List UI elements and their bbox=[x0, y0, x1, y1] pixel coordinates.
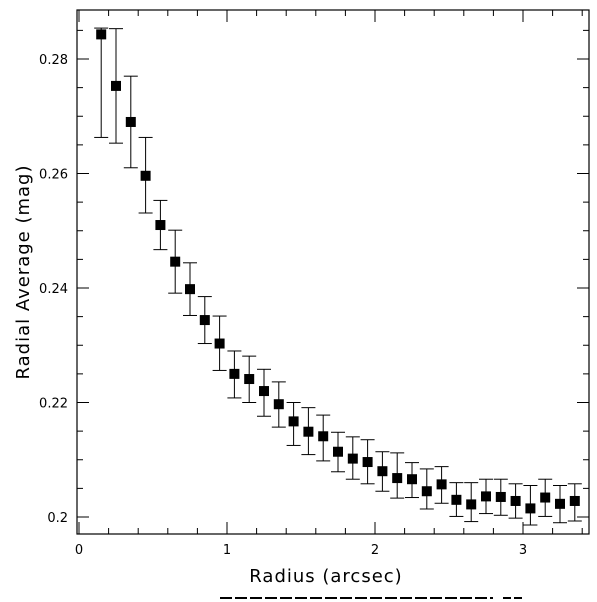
data-point bbox=[140, 170, 151, 181]
data-point bbox=[362, 457, 373, 468]
data-points bbox=[96, 29, 580, 514]
data-point bbox=[96, 29, 107, 40]
x-tick-label: 3 bbox=[519, 543, 527, 558]
x-tick-label: 1 bbox=[223, 543, 231, 558]
data-point bbox=[125, 116, 136, 127]
data-point bbox=[392, 473, 403, 484]
y-tick-label: 0.24 bbox=[39, 282, 68, 297]
data-point bbox=[333, 446, 343, 457]
data-point bbox=[451, 494, 462, 505]
data-point bbox=[303, 426, 314, 437]
x-tick-label: 0 bbox=[75, 543, 83, 558]
data-point bbox=[495, 491, 506, 502]
x-axis-label: Radius (arcsec) bbox=[249, 566, 402, 587]
x-tick-label: 2 bbox=[371, 543, 379, 558]
data-point bbox=[421, 486, 432, 497]
plot-frame bbox=[76, 9, 590, 535]
data-point bbox=[185, 284, 195, 295]
y-tick-label: 0.2 bbox=[47, 511, 68, 526]
data-point bbox=[347, 453, 358, 464]
data-point bbox=[229, 368, 240, 379]
axis-ticks bbox=[77, 10, 589, 534]
data-point bbox=[377, 466, 388, 477]
data-point bbox=[481, 491, 491, 502]
y-tick-label: 0.28 bbox=[39, 53, 68, 68]
data-point bbox=[525, 503, 536, 514]
data-point bbox=[170, 256, 181, 267]
y-tick-label: 0.26 bbox=[39, 168, 68, 183]
data-point bbox=[540, 492, 551, 503]
data-point bbox=[199, 315, 210, 326]
data-point bbox=[466, 499, 477, 510]
data-point bbox=[259, 386, 269, 397]
data-point bbox=[111, 80, 121, 91]
data-point bbox=[555, 498, 565, 509]
axis-tick-labels: 0 1 2 3 0.2 0.22 0.24 0.26 0.28 bbox=[39, 53, 527, 558]
y-tick-label: 0.22 bbox=[39, 397, 68, 412]
data-point bbox=[288, 416, 299, 427]
data-point bbox=[407, 474, 417, 485]
data-point bbox=[214, 338, 225, 349]
data-point bbox=[436, 479, 447, 490]
data-point bbox=[569, 495, 580, 506]
data-point bbox=[273, 399, 284, 410]
data-point bbox=[155, 220, 166, 231]
data-point bbox=[244, 374, 255, 385]
data-point bbox=[510, 495, 521, 506]
y-axis-label: Radial Average (mag) bbox=[13, 165, 34, 380]
data-point bbox=[318, 431, 329, 442]
